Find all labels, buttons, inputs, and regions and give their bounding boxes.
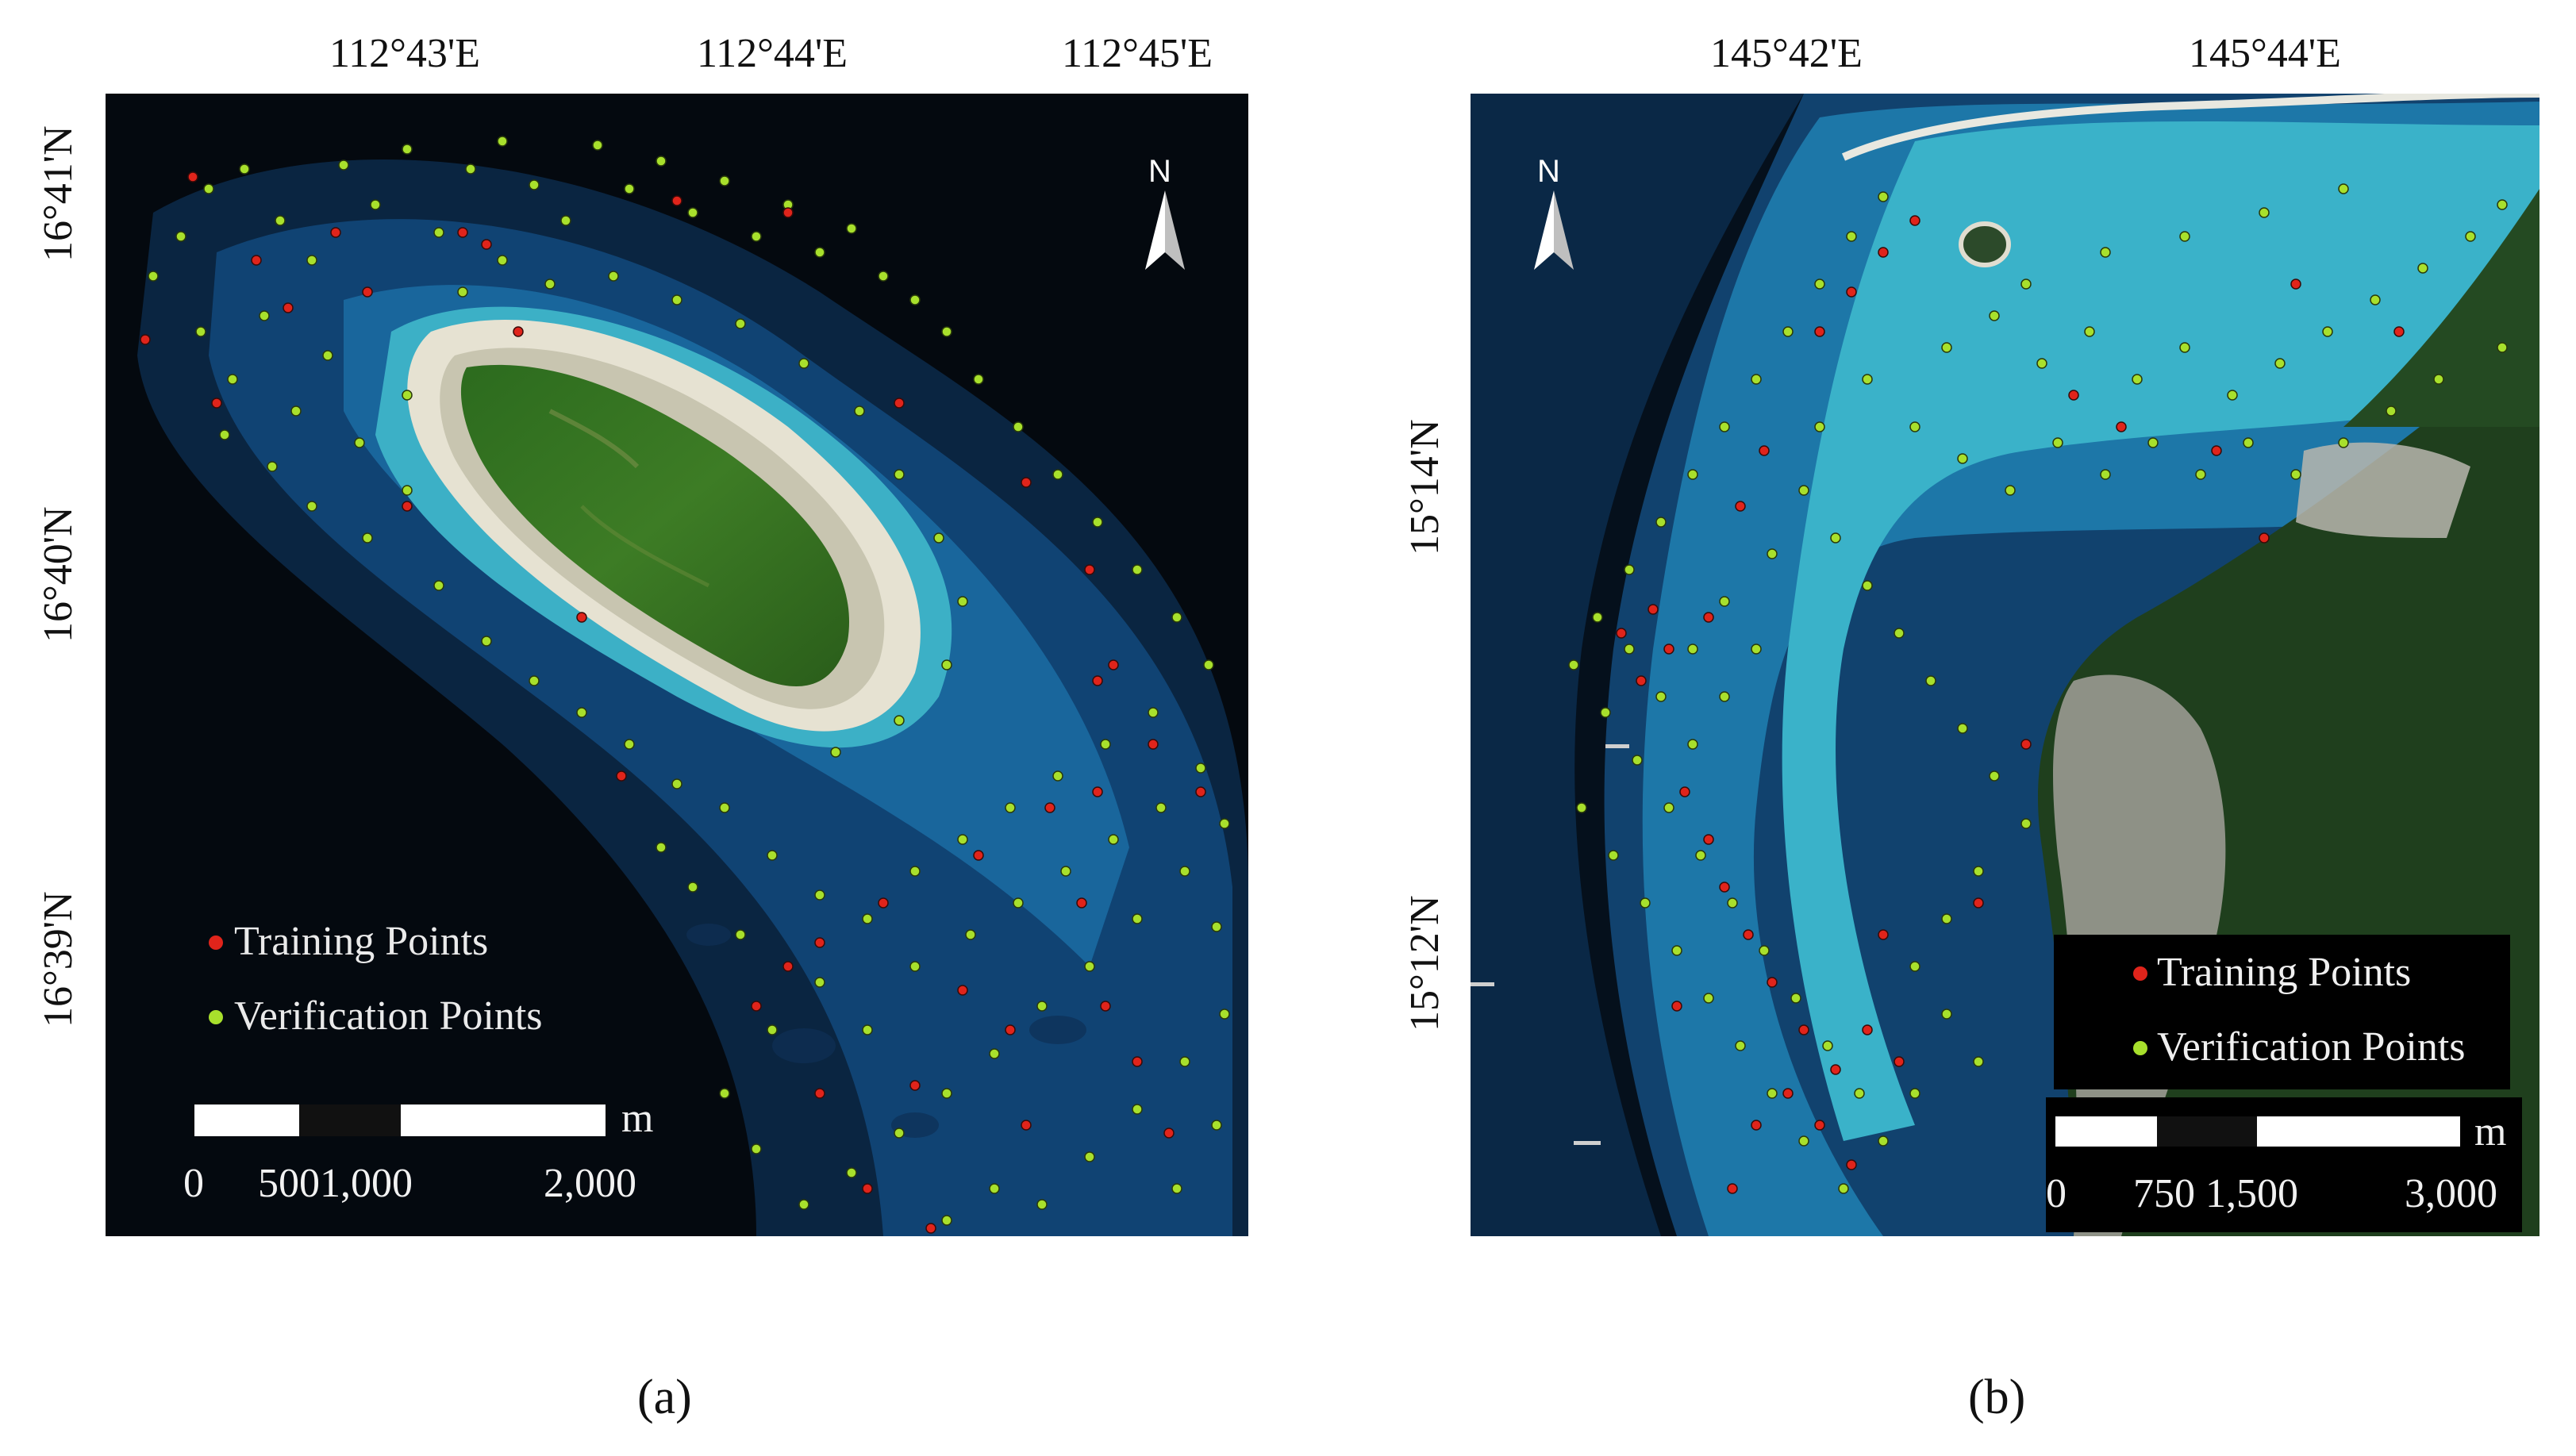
lon-label-b2: 145°44'E xyxy=(2189,31,2341,76)
north-label: N xyxy=(1148,154,1171,189)
training-point-icon xyxy=(209,935,223,950)
legend-b: Training Points Verification Points xyxy=(2054,935,2510,1089)
verification-point-icon-b xyxy=(2133,1041,2147,1055)
lat-label-2: 16°40'N xyxy=(36,506,81,643)
scale-tick-1: 5001,000 xyxy=(258,1161,413,1206)
map-b-points xyxy=(1568,183,2508,1194)
scale-tick-2: 2,000 xyxy=(544,1161,636,1206)
scale-bar-b: m 0 750 1,500 3,000 xyxy=(2046,1097,2522,1232)
legend-training-label-b: Training Points xyxy=(2157,950,2412,995)
caption-a: (a) xyxy=(637,1370,692,1424)
legend-training-label: Training Points xyxy=(234,919,489,964)
map-a-points xyxy=(140,136,1230,1234)
map-b: N Training Points Verification Points m … xyxy=(1471,94,2539,1236)
scale-bar-a: m 0 5001,000 2,000 xyxy=(106,1070,653,1236)
map-a: N Training Points Verification Points m … xyxy=(106,94,1248,1236)
scale-b-tick-0: 0 xyxy=(2046,1171,2067,1216)
north-arrow-icon: N xyxy=(1129,154,1201,273)
scale-unit-a: m xyxy=(621,1096,654,1141)
scale-unit-b: m xyxy=(2474,1109,2507,1154)
legend-a: Training Points Verification Points xyxy=(201,907,629,1066)
north-arrow-icon-b: N xyxy=(1518,154,1590,273)
caption-b: (b) xyxy=(1968,1370,2026,1424)
lon-label-1: 112°43'E xyxy=(329,31,480,76)
training-point-icon-b xyxy=(2133,966,2147,981)
scale-tick-0: 0 xyxy=(183,1161,204,1206)
legend-verification-label-b: Verification Points xyxy=(2157,1024,2466,1070)
lon-label-2: 112°44'E xyxy=(697,31,848,76)
scale-b-tick-2: 3,000 xyxy=(2405,1171,2497,1216)
lat-label-b2: 15°12'N xyxy=(1402,895,1448,1031)
lat-label-b1: 15°14'N xyxy=(1402,419,1448,555)
lon-label-b1: 145°42'E xyxy=(1710,31,1863,76)
north-label-b: N xyxy=(1537,154,1560,189)
legend-verification-label: Verification Points xyxy=(234,993,543,1039)
verification-point-icon xyxy=(209,1010,223,1024)
lat-label-1: 16°41'N xyxy=(36,125,81,262)
map-a-image xyxy=(106,94,1248,1236)
scale-b-tick-1: 750 1,500 xyxy=(2133,1171,2298,1216)
lat-label-3: 16°39'N xyxy=(36,891,81,1028)
lon-label-3: 112°45'E xyxy=(1062,31,1213,76)
